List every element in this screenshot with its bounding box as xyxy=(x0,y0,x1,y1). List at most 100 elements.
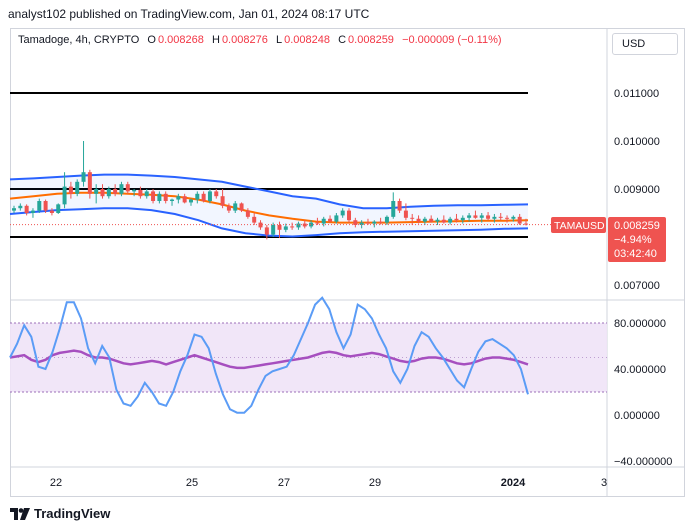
candle-body xyxy=(151,191,156,201)
candle-body xyxy=(182,196,187,203)
time-tick-label: 29 xyxy=(369,477,381,489)
candle-body xyxy=(498,216,503,218)
bollinger-lower-line xyxy=(9,207,529,238)
candle-body xyxy=(372,221,377,224)
open-value: 0.008268 xyxy=(157,34,204,46)
candle-body xyxy=(43,201,48,211)
candle-body xyxy=(435,219,440,222)
candle-body xyxy=(37,201,42,211)
candle-body xyxy=(479,215,484,218)
candle-body xyxy=(75,181,80,194)
candle-body xyxy=(315,222,320,224)
candle-body xyxy=(277,225,282,230)
candle-body xyxy=(239,203,244,211)
low-label: L xyxy=(275,34,283,46)
high-label: H xyxy=(211,34,220,46)
time-tick-label: 2024 xyxy=(501,477,526,489)
price-tag-change: −4.94% xyxy=(614,234,652,246)
candle-body xyxy=(24,205,29,213)
candle-body xyxy=(226,205,231,211)
currency-button[interactable]: USD xyxy=(612,33,678,55)
symbol-tag-label: TAMAUSD xyxy=(554,220,605,232)
candle-body xyxy=(132,189,137,192)
candle-body xyxy=(100,189,105,197)
time-tick-label: 27 xyxy=(278,477,290,489)
candle-body xyxy=(144,191,149,197)
candle-body xyxy=(94,189,99,194)
candle-body xyxy=(416,218,421,222)
candle-body xyxy=(176,196,181,200)
stochastic-k-line xyxy=(9,296,529,414)
candle-body xyxy=(233,203,238,211)
candle-body xyxy=(264,227,269,235)
candle-body xyxy=(258,222,263,228)
high-value: 0.008276 xyxy=(221,34,268,46)
candle-body xyxy=(328,218,333,222)
candle-body xyxy=(62,186,67,205)
candle-body xyxy=(422,218,427,222)
candle-body xyxy=(403,210,408,218)
stochastic-d-line xyxy=(9,349,529,370)
bollinger-upper-line xyxy=(9,173,529,210)
candle-body xyxy=(340,210,345,216)
close-label: C xyxy=(338,34,347,46)
candle-body xyxy=(448,218,453,223)
candle-body xyxy=(524,223,528,225)
candle-body xyxy=(138,189,143,197)
oscillator-tick-label: 0.000000 xyxy=(614,410,660,422)
time-tick-label: 22 xyxy=(50,477,62,489)
candle-body xyxy=(486,215,491,219)
candle-body xyxy=(207,191,212,201)
candle-body xyxy=(170,199,175,201)
price-tick-label: 0.011000 xyxy=(614,88,659,100)
publish-info: analyst102 published on TradingView.com,… xyxy=(8,7,370,21)
candle-body xyxy=(68,186,73,194)
candle-body xyxy=(473,215,478,218)
candle-body xyxy=(441,219,446,223)
symbol-tag-box xyxy=(551,217,606,233)
chart-frame xyxy=(10,28,685,497)
candle-body xyxy=(454,218,459,221)
candle-body xyxy=(12,208,16,211)
candle-body xyxy=(359,222,364,225)
candle-body xyxy=(309,222,314,227)
candle-body xyxy=(517,216,522,224)
candle-body xyxy=(245,210,250,217)
candle-body xyxy=(353,220,358,225)
candle-body xyxy=(391,201,396,217)
candle-body xyxy=(113,189,118,194)
candle-body xyxy=(220,196,225,206)
candle-body xyxy=(49,210,54,213)
candle-body xyxy=(125,184,130,192)
price-tag-value: 0.008259 xyxy=(614,220,660,232)
oscillator-tick-label: 40.000000 xyxy=(614,364,666,376)
price-tick-label: 0.007000 xyxy=(614,280,660,292)
candle-body xyxy=(460,217,465,221)
price-tag-countdown: 03:42:40 xyxy=(614,248,657,260)
candle-body xyxy=(334,215,339,222)
price-tick-label: 0.009000 xyxy=(614,184,660,196)
candle-body xyxy=(410,217,415,219)
candle-body xyxy=(119,184,124,194)
candle-body xyxy=(157,193,162,201)
candle-body xyxy=(378,221,383,223)
oscillator-tick-label: −40.000000 xyxy=(614,456,672,468)
candle-body xyxy=(252,216,257,223)
candle-body xyxy=(429,218,434,222)
candle-body xyxy=(505,217,510,219)
tradingview-logo-icon xyxy=(10,507,30,520)
tradingview-footer[interactable]: TradingView xyxy=(10,506,110,521)
candle-body xyxy=(397,201,402,211)
candle-body xyxy=(30,210,35,213)
oscillator-tick-label: 80.000000 xyxy=(614,318,666,330)
close-value: 0.008259 xyxy=(348,34,394,46)
low-value: 0.008248 xyxy=(284,34,330,46)
candle-body xyxy=(290,226,295,228)
price-tick-label: 0.010000 xyxy=(614,136,660,148)
candle-body xyxy=(18,205,23,209)
candle-body xyxy=(188,199,193,203)
symbol-title: Tamadoge, 4h, CRYPTO xyxy=(18,34,140,46)
candle-body xyxy=(271,225,276,235)
candle-body xyxy=(87,172,92,194)
